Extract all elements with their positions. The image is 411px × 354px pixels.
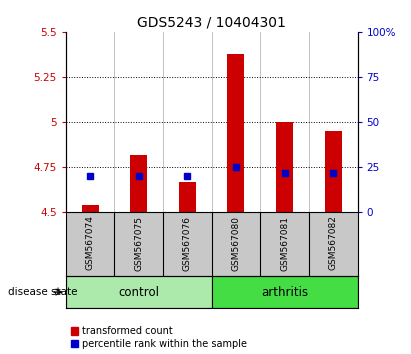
Text: GSM567081: GSM567081 [280,216,289,270]
Text: arthritis: arthritis [261,286,308,298]
Text: GSM567080: GSM567080 [231,216,240,270]
Bar [227,53,245,212]
Legend: transformed count, percentile rank within the sample: transformed count, percentile rank withi… [71,326,247,349]
Bar [325,131,342,212]
Text: control: control [118,286,159,298]
Text: GSM567074: GSM567074 [85,216,95,270]
Bar [212,276,358,308]
Text: GSM567076: GSM567076 [183,216,192,270]
Text: disease state: disease state [8,287,78,297]
Bar [179,182,196,212]
Text: GSM567082: GSM567082 [329,216,338,270]
Title: GDS5243 / 10404301: GDS5243 / 10404301 [137,15,286,29]
Bar [276,122,293,212]
Text: GSM567075: GSM567075 [134,216,143,270]
Bar [81,205,99,212]
Bar [130,155,147,212]
Bar [66,276,212,308]
